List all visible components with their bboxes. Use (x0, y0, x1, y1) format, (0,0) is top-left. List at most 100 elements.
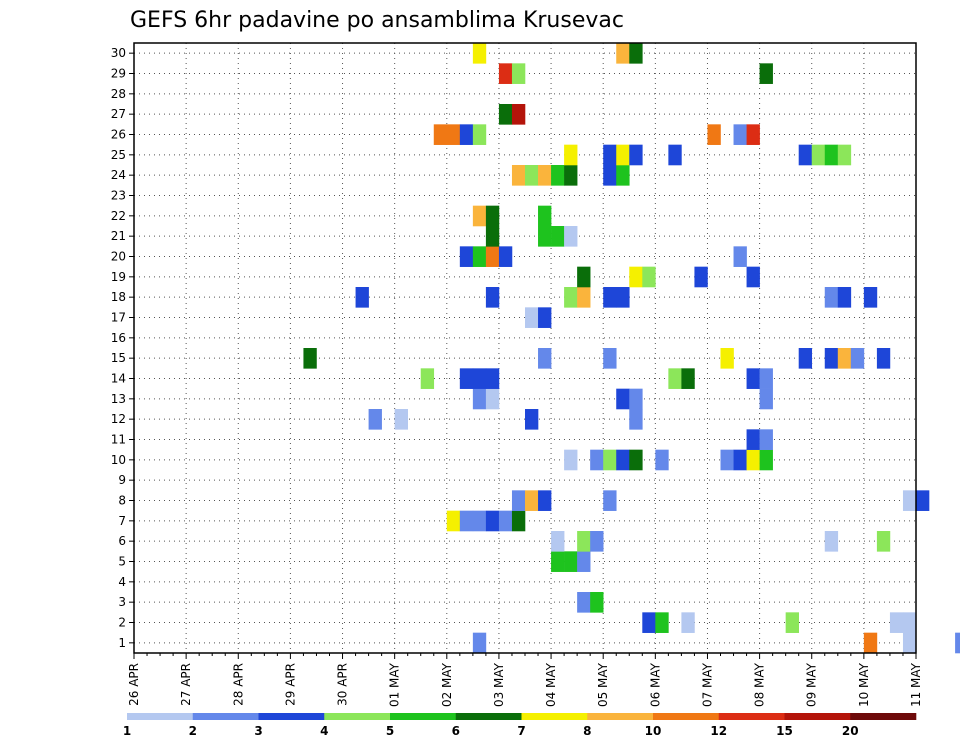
heatmap-cell (472, 368, 487, 389)
heatmap-cell (603, 449, 617, 471)
heatmap-cell (733, 449, 747, 471)
heatmap-cell (629, 266, 643, 288)
heatmap-cell (498, 63, 513, 84)
heatmap-cell (498, 246, 513, 267)
heatmap-cell (525, 307, 539, 328)
y-tick-label: 29 (111, 67, 126, 81)
heatmap-cell (485, 246, 500, 267)
colorbar-segment (192, 713, 259, 720)
y-tick-label: 4 (118, 575, 126, 589)
x-tick-label: 10 MAY (857, 662, 871, 707)
heatmap-cell (616, 449, 630, 471)
y-tick-label: 24 (111, 168, 126, 182)
heatmap-cell (368, 409, 382, 430)
heatmap-cell (590, 592, 604, 613)
y-axis: 1234567891011121314151617181920212223242… (111, 46, 134, 650)
y-tick-label: 19 (111, 270, 126, 284)
heatmap-cell (303, 348, 317, 369)
heatmap-cell (525, 165, 539, 186)
heatmap-cell (837, 348, 852, 369)
x-tick-label: 01 MAY (388, 662, 402, 707)
heatmap-cell (577, 592, 591, 613)
heatmap-cell (551, 551, 565, 572)
heatmap-cell (837, 287, 852, 308)
x-tick-label: 07 MAY (700, 662, 714, 707)
heatmap-cell (472, 632, 487, 654)
heatmap-cell (472, 246, 487, 267)
heatmap-cell (629, 388, 643, 410)
heatmap-cell (798, 144, 813, 166)
colorbar-label: 15 (776, 724, 793, 738)
x-tick-label: 30 APR (336, 663, 350, 706)
heatmap-cell (759, 388, 773, 410)
heatmap-cell (681, 368, 695, 389)
x-tick-label: 05 MAY (596, 662, 610, 707)
heatmap-cell (616, 388, 630, 410)
heatmap-cell (746, 124, 760, 145)
heatmap-cell (472, 124, 487, 145)
heatmap-cell (564, 449, 578, 471)
y-tick-label: 6 (118, 534, 126, 548)
colorbar: 1 2 3 4 5 6 7 8 10 12 15 20 (123, 713, 917, 738)
colorbar-label: 2 (189, 724, 197, 738)
heatmap-cell (824, 531, 839, 552)
y-tick-label: 10 (111, 453, 126, 467)
y-tick-label: 28 (111, 87, 126, 101)
heatmap-cell (746, 449, 760, 471)
colorbar-label: 20 (842, 724, 859, 738)
heatmap-cell (525, 490, 539, 511)
heatmap-cell (485, 205, 500, 227)
y-tick-label: 20 (111, 250, 126, 264)
heatmap-cell (902, 612, 917, 633)
heatmap-cell (459, 510, 474, 532)
heatmap-cell (459, 246, 474, 267)
y-tick-label: 7 (118, 514, 126, 528)
heatmap-cell (511, 490, 526, 511)
y-tick-label: 15 (111, 351, 126, 365)
colorbar-segment (127, 713, 194, 720)
x-tick-label: 27 APR (179, 663, 193, 706)
heatmap-cell (564, 287, 578, 308)
heatmap-cell (798, 348, 813, 369)
heatmap-cell (746, 368, 760, 389)
heatmap-cell (498, 104, 513, 125)
heatmap-cell (472, 510, 487, 532)
heatmap-cell (459, 368, 474, 389)
heatmap-cell (538, 307, 552, 328)
heatmap-cell (616, 287, 630, 308)
heatmap-cell (629, 144, 643, 166)
y-tick-label: 25 (111, 148, 126, 162)
heatmap-cell (511, 165, 526, 186)
heatmap-cell (538, 165, 552, 186)
heatmap-cell (394, 409, 408, 430)
heatmap-cell (485, 510, 500, 532)
heatmap-cell (577, 266, 591, 288)
y-tick-label: 9 (118, 473, 126, 487)
heatmap-cell (759, 449, 773, 471)
x-tick-label: 03 MAY (492, 662, 506, 707)
colorbar-label: 6 (452, 724, 460, 738)
heatmap-cell (746, 266, 760, 288)
y-tick-label: 18 (111, 290, 126, 304)
colorbar-label: 5 (386, 724, 394, 738)
heatmap-cell (551, 226, 565, 247)
y-tick-label: 17 (111, 311, 126, 325)
colorbar-label: 10 (645, 724, 662, 738)
heatmap-cell (538, 205, 552, 227)
heatmap-cell (564, 144, 578, 166)
y-tick-label: 16 (111, 331, 126, 345)
colorbar-segment (587, 713, 654, 720)
heatmap-cell (590, 531, 604, 552)
heatmap-cell (655, 449, 669, 471)
heatmap-cell (564, 551, 578, 572)
heatmap-cell (902, 632, 917, 654)
heatmap-cell (577, 551, 591, 572)
heatmap-cell (824, 144, 839, 166)
heatmap-cell (759, 368, 773, 389)
x-tick-label: 11 MAY (909, 662, 923, 707)
heatmap-cell (746, 429, 760, 450)
heatmap-cell (629, 43, 643, 64)
x-tick-label: 29 APR (283, 663, 297, 706)
heatmap-cell (616, 144, 630, 166)
